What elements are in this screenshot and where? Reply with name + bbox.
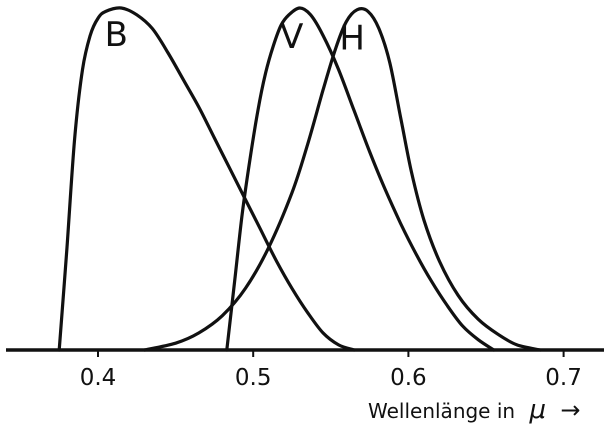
curves-group bbox=[57, 6, 542, 352]
series-label-v: V bbox=[280, 17, 303, 57]
series-label-h: H bbox=[339, 19, 365, 59]
x-tick-label: 0.7 bbox=[545, 365, 582, 391]
x-axis-title: Wellenlänge in μ → bbox=[368, 395, 580, 425]
x-tick-label: 0.5 bbox=[235, 365, 272, 391]
series-line-v bbox=[225, 6, 496, 352]
x-axis-arrow: → bbox=[560, 396, 580, 424]
x-tick-label: 0.4 bbox=[80, 365, 117, 391]
series-label-b: B bbox=[105, 15, 128, 55]
x-axis-title-text: Wellenlänge in bbox=[368, 399, 515, 423]
x-ticks-group: 0.4 0.5 0.6 0.7 bbox=[80, 350, 582, 391]
x-axis-unit-symbol: μ bbox=[528, 395, 546, 425]
series-line-h bbox=[143, 7, 542, 352]
x-tick-label: 0.6 bbox=[390, 365, 427, 391]
series-line-b bbox=[57, 6, 356, 352]
